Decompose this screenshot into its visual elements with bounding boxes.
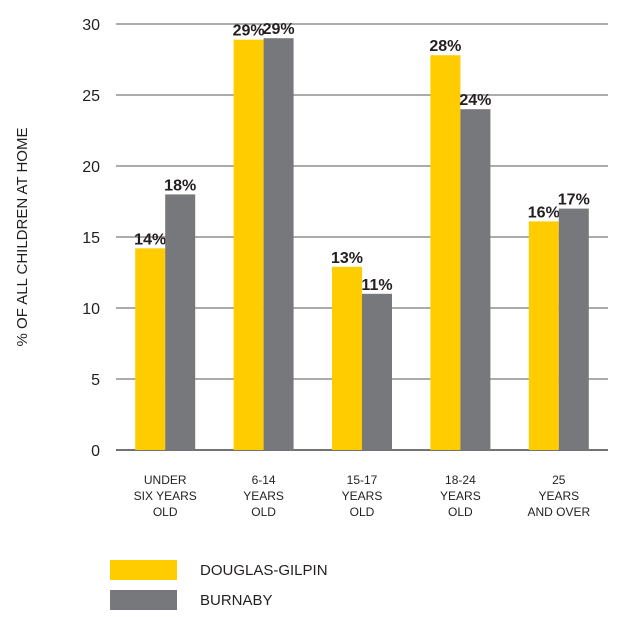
data-label: 13% <box>331 250 363 267</box>
bar <box>430 55 461 451</box>
legend-swatch-douglas-gilpin <box>110 560 177 580</box>
data-label: 28% <box>429 38 461 55</box>
data-label: 17% <box>558 192 590 209</box>
legend: DOUGLAS-GILPIN BURNABY <box>110 557 328 617</box>
x-tick-label: AND OVER <box>527 505 590 519</box>
x-tick-label: 25 <box>552 473 566 487</box>
x-tick-label: UNDER <box>144 473 187 487</box>
x-tick-label: OLD <box>251 505 276 519</box>
legend-label-burnaby: BURNABY <box>200 591 273 609</box>
data-label: 14% <box>134 231 166 248</box>
x-tick-label: OLD <box>153 505 178 519</box>
y-tick-label: 0 <box>91 443 100 460</box>
bar <box>165 194 196 450</box>
y-tick-label: 30 <box>82 17 100 34</box>
legend-label-douglas-gilpin: DOUGLAS-GILPIN <box>200 561 328 579</box>
bar <box>362 293 392 450</box>
data-label: 11% <box>361 277 392 294</box>
y-tick-label: 20 <box>82 159 100 176</box>
x-tick-label: SIX YEARS <box>134 489 197 503</box>
x-tick-label: YEARS <box>538 489 579 503</box>
x-tick-label: OLD <box>448 505 473 519</box>
bar <box>263 38 294 450</box>
bar <box>332 266 362 450</box>
x-tick-label: 18-24 <box>445 473 476 487</box>
y-tick-label: 25 <box>82 88 100 105</box>
x-tick-label: 15-17 <box>347 473 378 487</box>
y-tick-label: 10 <box>82 301 100 318</box>
bar <box>558 208 589 450</box>
data-label: 18% <box>164 177 196 194</box>
x-tick-label: YEARS <box>342 489 383 503</box>
y-tick-label: 5 <box>91 372 100 389</box>
legend-item-burnaby: BURNABY <box>110 587 328 613</box>
bar <box>528 221 559 450</box>
legend-item-douglas-gilpin: DOUGLAS-GILPIN <box>110 557 328 583</box>
y-axis-title: % OF ALL CHILDREN AT HOME <box>14 128 31 347</box>
bar <box>233 39 264 451</box>
x-tick-label: YEARS <box>243 489 284 503</box>
x-tick-label: OLD <box>350 505 375 519</box>
bar <box>135 248 166 450</box>
chart: 0 5 10 15 20 25 30 % OF ALL CHILDREN AT HOME 14%… <box>14 17 608 519</box>
data-label: 16% <box>528 204 560 221</box>
x-tick-label: YEARS <box>440 489 481 503</box>
data-label: 29% <box>233 23 265 40</box>
legend-swatch-burnaby <box>110 590 177 610</box>
y-tick-label: 15 <box>82 230 100 247</box>
bar <box>460 109 491 450</box>
data-label: 24% <box>459 92 491 109</box>
x-tick-label: 6-14 <box>252 473 276 487</box>
data-label: 29% <box>263 21 295 38</box>
